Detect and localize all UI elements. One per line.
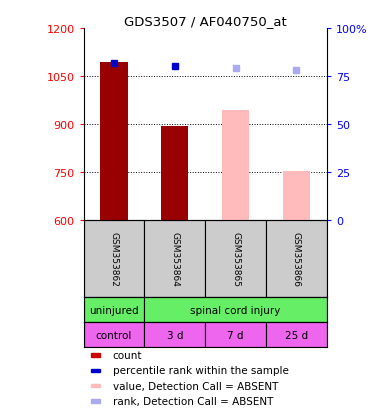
Text: GSM353862: GSM353862	[109, 232, 119, 287]
Bar	[91, 384, 100, 387]
Bar	[205, 323, 266, 347]
Title: GDS3507 / AF040750_at: GDS3507 / AF040750_at	[124, 15, 287, 28]
Bar	[144, 298, 327, 323]
Text: value, Detection Call = ABSENT: value, Detection Call = ABSENT	[113, 381, 278, 391]
Bar	[205, 221, 266, 298]
Bar	[144, 221, 205, 298]
Bar	[266, 221, 327, 298]
Bar	[144, 323, 205, 347]
Text: control: control	[96, 330, 132, 340]
Bar	[222, 110, 249, 221]
Bar	[91, 399, 100, 403]
Text: GSM353866: GSM353866	[292, 232, 301, 287]
Bar	[91, 354, 100, 357]
Text: count: count	[113, 350, 142, 360]
Bar	[283, 171, 310, 221]
Text: GSM353865: GSM353865	[231, 232, 240, 287]
Bar	[266, 323, 327, 347]
Text: 7 d: 7 d	[227, 330, 244, 340]
Text: 3 d: 3 d	[166, 330, 183, 340]
Bar	[91, 369, 100, 372]
Text: 25 d: 25 d	[285, 330, 308, 340]
Text: spinal cord injury: spinal cord injury	[190, 305, 281, 315]
Bar	[84, 298, 144, 323]
Text: rank, Detection Call = ABSENT: rank, Detection Call = ABSENT	[113, 396, 273, 406]
Text: percentile rank within the sample: percentile rank within the sample	[113, 366, 289, 375]
Bar	[84, 323, 144, 347]
Text: GSM353864: GSM353864	[170, 232, 179, 287]
Bar	[161, 126, 188, 221]
Bar	[84, 221, 144, 298]
Bar	[100, 62, 128, 221]
Text: uninjured: uninjured	[89, 305, 139, 315]
